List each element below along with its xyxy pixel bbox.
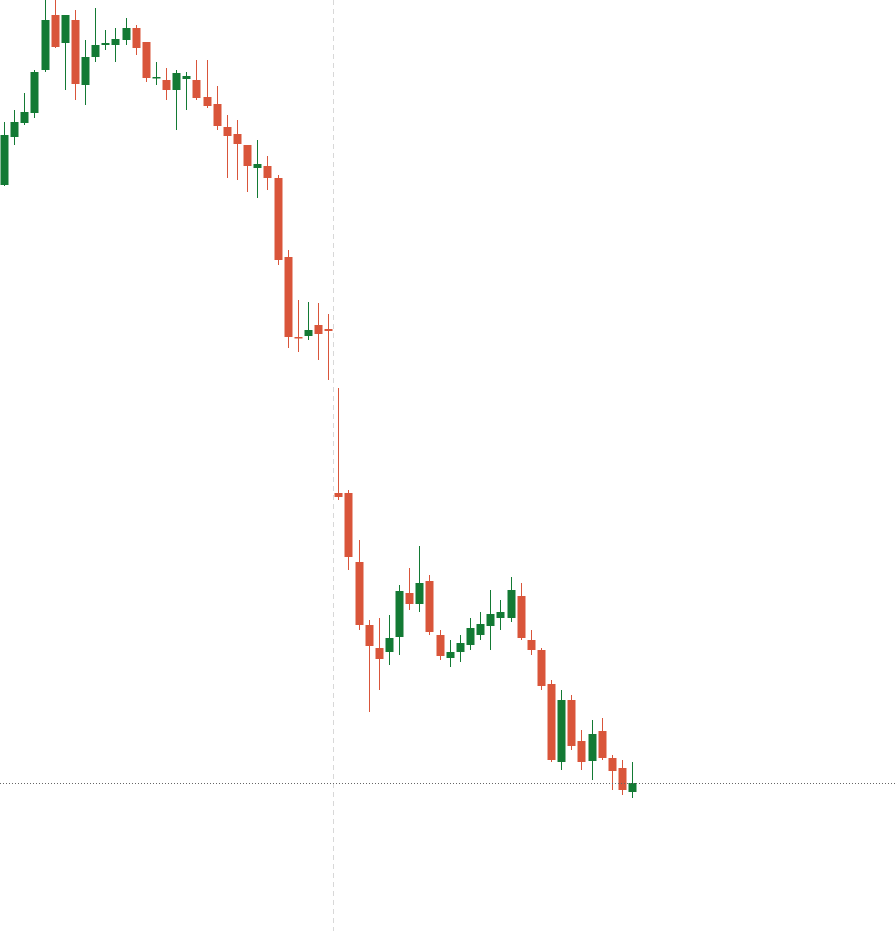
candle-body xyxy=(436,635,445,656)
candle-body xyxy=(71,20,80,84)
candle-body xyxy=(213,104,222,126)
candle-body xyxy=(0,135,9,185)
candle-body xyxy=(588,734,597,761)
candle-body xyxy=(263,166,272,178)
candle-body xyxy=(466,628,475,645)
candle-body xyxy=(284,257,293,337)
candle-body xyxy=(172,73,181,90)
candle-body xyxy=(385,638,394,652)
candle-body xyxy=(142,42,151,78)
candle-body xyxy=(425,581,434,632)
candle-body xyxy=(20,112,29,123)
candle-body xyxy=(30,72,39,113)
candle-body xyxy=(294,337,303,339)
candle-body xyxy=(152,77,161,79)
candle-body xyxy=(81,57,90,85)
candle-body xyxy=(628,783,637,792)
candle-body xyxy=(618,768,627,790)
candle-body xyxy=(598,731,607,758)
candle-body xyxy=(61,15,70,43)
candle-body xyxy=(233,134,242,144)
candle-body xyxy=(192,80,201,98)
candle-body xyxy=(314,325,323,334)
candle-body xyxy=(111,39,120,45)
candle-body xyxy=(101,43,110,45)
candle-body xyxy=(274,178,283,260)
candle-body xyxy=(375,648,384,659)
candle-body xyxy=(10,122,19,137)
candle-body xyxy=(496,612,505,618)
candle-body xyxy=(446,652,455,658)
candle-body xyxy=(344,493,353,557)
candle-body xyxy=(557,700,566,762)
candle-body xyxy=(122,28,131,40)
candle-body xyxy=(608,758,617,771)
candle-body xyxy=(486,614,495,626)
candle-body xyxy=(355,562,364,625)
candle-body xyxy=(547,684,556,760)
candle-body xyxy=(132,28,141,48)
candle-body xyxy=(334,493,343,497)
candle-body xyxy=(415,583,424,604)
candle-body xyxy=(537,650,546,686)
candle-body xyxy=(223,127,232,136)
candle-body xyxy=(365,625,374,646)
candle-body xyxy=(182,76,191,79)
candle-body xyxy=(91,45,100,57)
candle-body xyxy=(41,20,50,70)
candle-body xyxy=(203,97,212,106)
candle-body xyxy=(405,593,414,604)
candle-body xyxy=(577,741,586,762)
candle-body xyxy=(395,591,404,637)
candle-body xyxy=(51,15,60,47)
candle-body xyxy=(253,164,262,168)
candle-body xyxy=(304,330,313,336)
candle-body xyxy=(456,643,465,652)
candle-body xyxy=(507,590,516,618)
candle-body xyxy=(527,640,536,650)
candle-body xyxy=(517,596,526,638)
candle-body xyxy=(567,700,576,746)
candle-body xyxy=(162,80,171,90)
candle-body xyxy=(476,624,485,635)
candle-body xyxy=(324,329,333,331)
candle-body xyxy=(243,145,252,166)
